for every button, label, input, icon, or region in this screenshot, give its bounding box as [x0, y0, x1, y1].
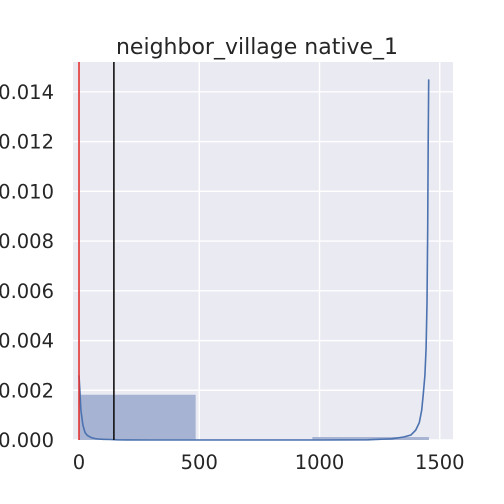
y-tick-label-6: 0.012 [0, 131, 54, 154]
y-tick-label-5: 0.010 [0, 180, 54, 203]
y-tick-label-7: 0.014 [0, 81, 54, 104]
y-tick-label-4: 0.008 [0, 230, 54, 253]
chart-title: neighbor_village native_1 [116, 35, 398, 60]
x-tick-label-0: 0 [73, 451, 85, 474]
x-tick-label-3: 1500 [415, 451, 465, 474]
y-tick-label-2: 0.004 [0, 330, 54, 353]
y-tick-label-0: 0.000 [0, 429, 54, 452]
x-tick-label-2: 1000 [295, 451, 345, 474]
histogram-bar-2 [312, 437, 429, 440]
kde-curve [78, 79, 430, 441]
plot-area [73, 62, 453, 440]
y-tick-label-3: 0.006 [0, 280, 54, 303]
y-tick-label-1: 0.002 [0, 379, 54, 402]
histogram-bar-0 [79, 394, 196, 440]
x-tick-label-1: 500 [181, 451, 218, 474]
